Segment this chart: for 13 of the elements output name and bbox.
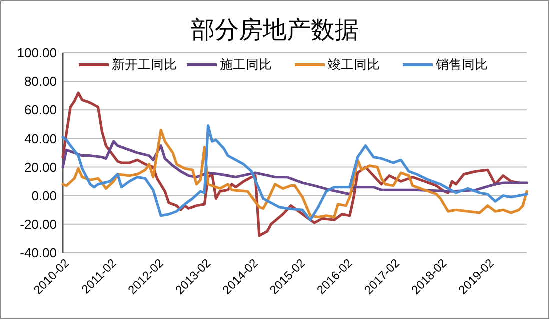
y-tick-label: 60.00 [24,102,57,118]
y-tick-label: 80.00 [24,74,57,90]
y-tick-label: -20.00 [20,216,57,232]
y-tick-label: 20.00 [24,160,57,175]
legend-label: 销售同比 [435,57,488,72]
chart-title: 部分房地产数据 [191,17,359,44]
y-tick-label: 100.00 [17,46,57,61]
y-tick-label: 40.00 [24,131,57,146]
y-tick-label: -40.00 [20,246,57,261]
legend-label: 竣工同比 [328,57,380,72]
legend-label: 施工同比 [220,57,272,72]
y-tick-label: 0.00 [32,188,57,204]
legend-label: 新开工同比 [112,57,177,72]
